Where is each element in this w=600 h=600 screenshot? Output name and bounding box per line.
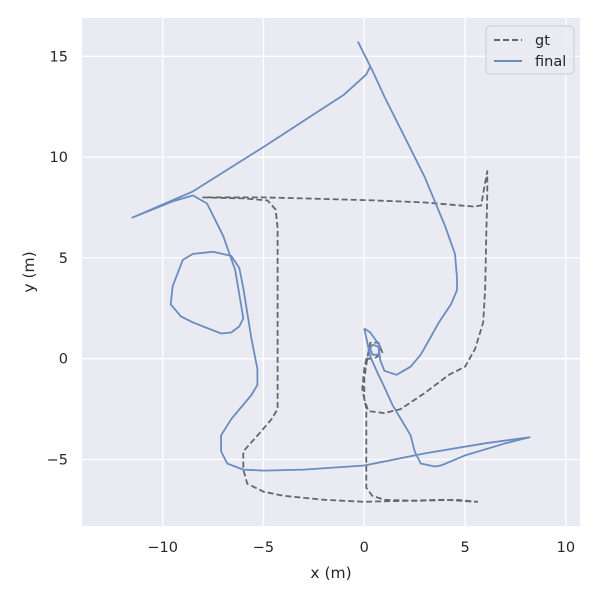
x-tick-label: −10 bbox=[147, 540, 178, 556]
legend-label-gt: gt bbox=[535, 33, 550, 49]
legend: gt final bbox=[485, 25, 575, 75]
x-tick-label: 0 bbox=[360, 540, 369, 556]
y-tick-label: 15 bbox=[50, 49, 68, 65]
plot-background bbox=[82, 18, 580, 526]
series-line-gt bbox=[202, 170, 489, 503]
x-tick-label: 5 bbox=[460, 540, 469, 556]
y-tick-label: 10 bbox=[50, 150, 68, 166]
y-axis-label: y (m) bbox=[20, 251, 38, 292]
x-tick-label: 10 bbox=[557, 540, 575, 556]
x-axis-label: x (m) bbox=[310, 564, 351, 582]
tick-labels: −10 −5 0 5 10 −5 0 5 10 15 bbox=[47, 49, 575, 556]
y-tick-label: −5 bbox=[47, 452, 68, 468]
y-tick-label: 5 bbox=[59, 251, 68, 267]
series-group bbox=[131, 41, 531, 503]
x-tick-label: −5 bbox=[253, 540, 274, 556]
series-line-final bbox=[131, 41, 531, 472]
y-tick-label: 0 bbox=[59, 352, 68, 368]
legend-label-final: final bbox=[535, 54, 566, 70]
